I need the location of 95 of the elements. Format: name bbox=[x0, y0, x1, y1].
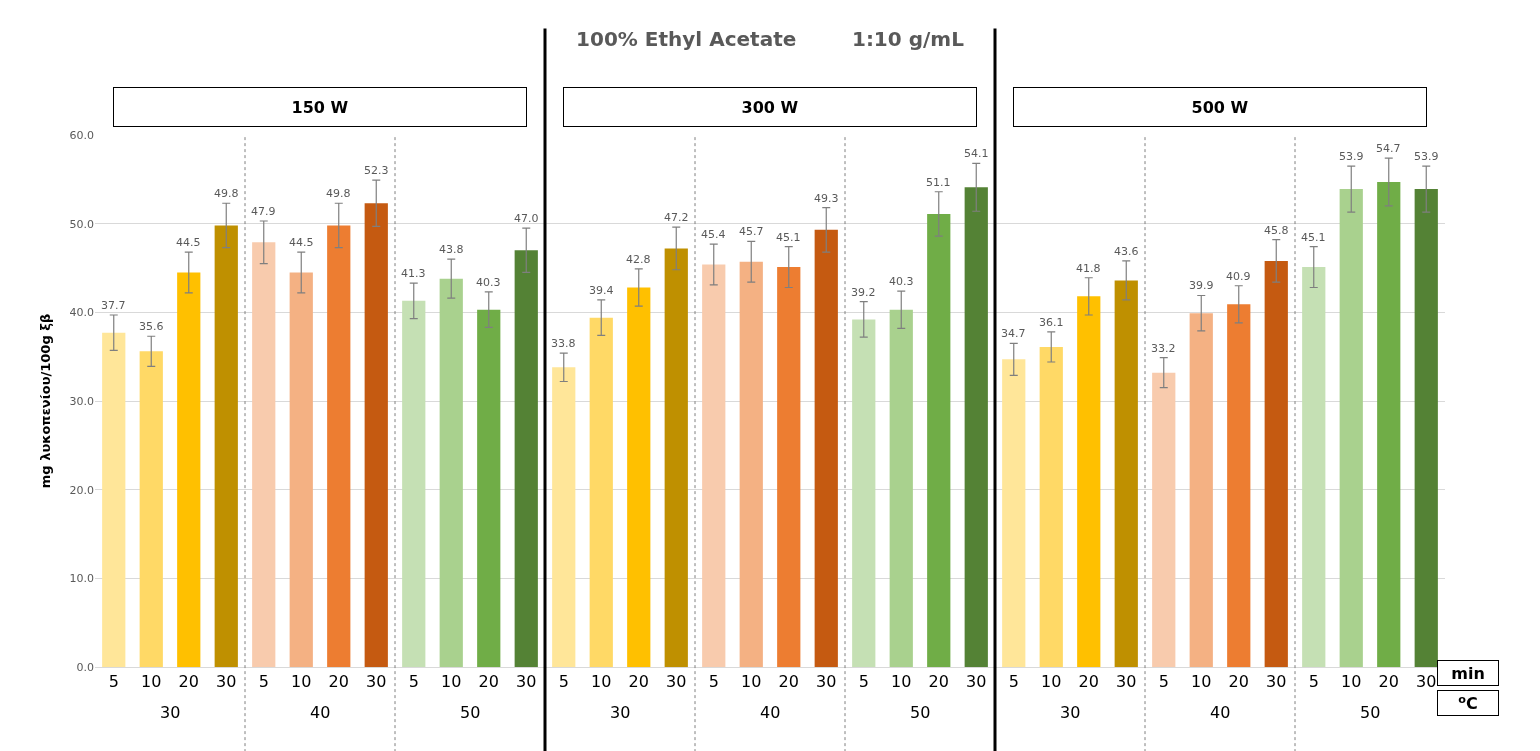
data-label: 42.8 bbox=[626, 253, 651, 266]
x-tick-label: 30 bbox=[666, 672, 687, 692]
x-tick-label: 10 bbox=[591, 672, 612, 692]
x-tick-label: 30 bbox=[1266, 672, 1287, 692]
data-label: 41.3 bbox=[401, 267, 426, 280]
x-tick-label: 30 bbox=[1416, 672, 1437, 692]
data-label: 37.7 bbox=[101, 299, 126, 312]
text: 30 bbox=[160, 703, 181, 722]
chart-title: 100% Ethyl Acetate 1:10 g/mL bbox=[576, 27, 965, 52]
x-tick-label: 10 bbox=[1341, 672, 1362, 692]
data-label: 33.8 bbox=[551, 337, 576, 350]
data-label: 52.3 bbox=[364, 164, 389, 177]
data-label: 41.8 bbox=[1076, 262, 1101, 275]
text: min bbox=[1451, 663, 1485, 683]
data-label: 39.4 bbox=[589, 284, 614, 297]
text: 150 W bbox=[291, 97, 349, 117]
x-tick-label: 20 bbox=[328, 672, 349, 692]
text: 50 bbox=[1360, 703, 1381, 722]
x-tick-label: 30 bbox=[966, 672, 987, 692]
x-tick-label: 20 bbox=[1078, 672, 1099, 692]
x-tick-label: 20 bbox=[928, 672, 949, 692]
text: 40 bbox=[760, 703, 781, 722]
x-tick-label: 30 bbox=[516, 672, 537, 692]
x-tick-label: 20 bbox=[628, 672, 649, 692]
x-tick-label: 20 bbox=[1378, 672, 1399, 692]
x-tick-label: 5 bbox=[258, 672, 269, 692]
x-tick-label: 20 bbox=[1228, 672, 1249, 692]
y-axis-title: mg λυκοπενίου/100g ξβ bbox=[38, 313, 54, 489]
text: 40 bbox=[1210, 703, 1231, 722]
data-label: 53.9 bbox=[1414, 150, 1439, 163]
data-label: 40.9 bbox=[1226, 270, 1251, 283]
data-label: 54.1 bbox=[964, 147, 989, 160]
data-label: 45.8 bbox=[1264, 224, 1289, 237]
data-label: 33.2 bbox=[1151, 342, 1176, 355]
x-tick-label: 5 bbox=[558, 672, 569, 692]
text: 50 bbox=[910, 703, 931, 722]
data-label: 45.1 bbox=[776, 231, 801, 244]
y-tick-label: 60.0 bbox=[69, 128, 94, 142]
x-tick-label: 5 bbox=[108, 672, 119, 692]
data-label: 49.8 bbox=[214, 187, 239, 200]
text: 30 bbox=[1060, 703, 1081, 722]
x-tick-label: 20 bbox=[478, 672, 499, 692]
data-label: 45.1 bbox=[1301, 231, 1326, 244]
data-label: 47.0 bbox=[514, 212, 539, 225]
x-tick-label: 10 bbox=[1041, 672, 1062, 692]
x-tick-label: 5 bbox=[858, 672, 869, 692]
text: $^{o}$C bbox=[1458, 692, 1478, 714]
x-tick-label: 5 bbox=[1308, 672, 1319, 692]
x-tick-label: 10 bbox=[1191, 672, 1212, 692]
x-tick-label: 5 bbox=[708, 672, 719, 692]
data-label: 43.8 bbox=[439, 243, 464, 256]
y-tick-label: 10.0 bbox=[69, 572, 94, 586]
x-tick-label: 20 bbox=[778, 672, 799, 692]
data-label: 34.7 bbox=[1001, 327, 1026, 340]
text: 30 bbox=[610, 703, 631, 722]
x-tick-label: 30 bbox=[216, 672, 237, 692]
x-tick-label: 20 bbox=[178, 672, 199, 692]
data-label: 39.9 bbox=[1189, 279, 1214, 292]
data-label: 44.5 bbox=[289, 236, 314, 249]
data-label: 51.1 bbox=[926, 176, 951, 189]
data-label: 40.3 bbox=[889, 275, 914, 288]
text: 50 bbox=[460, 703, 481, 722]
data-label: 45.7 bbox=[739, 225, 764, 238]
data-label: 43.6 bbox=[1114, 245, 1139, 258]
x-tick-label: 10 bbox=[741, 672, 762, 692]
x-tick-label: 5 bbox=[1158, 672, 1169, 692]
text: 500 W bbox=[1191, 97, 1249, 117]
x-tick-label: 30 bbox=[816, 672, 837, 692]
data-label: 35.6 bbox=[139, 320, 164, 333]
data-label: 39.2 bbox=[851, 286, 876, 299]
y-tick-label: 20.0 bbox=[69, 483, 94, 497]
x-tick-label: 5 bbox=[1008, 672, 1019, 692]
y-tick-label: 0.0 bbox=[76, 660, 94, 674]
x-tick-label: 30 bbox=[1116, 672, 1137, 692]
x-tick-label: 10 bbox=[141, 672, 162, 692]
data-label: 53.9 bbox=[1339, 150, 1364, 163]
data-label: 47.2 bbox=[664, 211, 689, 224]
data-label: 47.9 bbox=[251, 205, 276, 218]
data-label: 40.3 bbox=[476, 276, 501, 289]
y-tick-label: 50.0 bbox=[69, 217, 94, 231]
data-label: 49.8 bbox=[326, 187, 351, 200]
data-label: 54.7 bbox=[1376, 142, 1401, 155]
y-tick-label: 30.0 bbox=[69, 394, 94, 408]
x-tick-label: 10 bbox=[291, 672, 312, 692]
data-label: 49.3 bbox=[814, 192, 839, 205]
data-label: 36.1 bbox=[1039, 316, 1064, 329]
text: 300 W bbox=[741, 97, 799, 117]
data-label: 45.4 bbox=[701, 228, 726, 241]
x-tick-label: 30 bbox=[366, 672, 387, 692]
x-tick-label: 10 bbox=[441, 672, 462, 692]
text: 40 bbox=[310, 703, 331, 722]
x-tick-label: 5 bbox=[408, 672, 419, 692]
x-tick-label: 10 bbox=[891, 672, 912, 692]
y-tick-label: 40.0 bbox=[69, 306, 94, 320]
data-label: 44.5 bbox=[176, 236, 201, 249]
